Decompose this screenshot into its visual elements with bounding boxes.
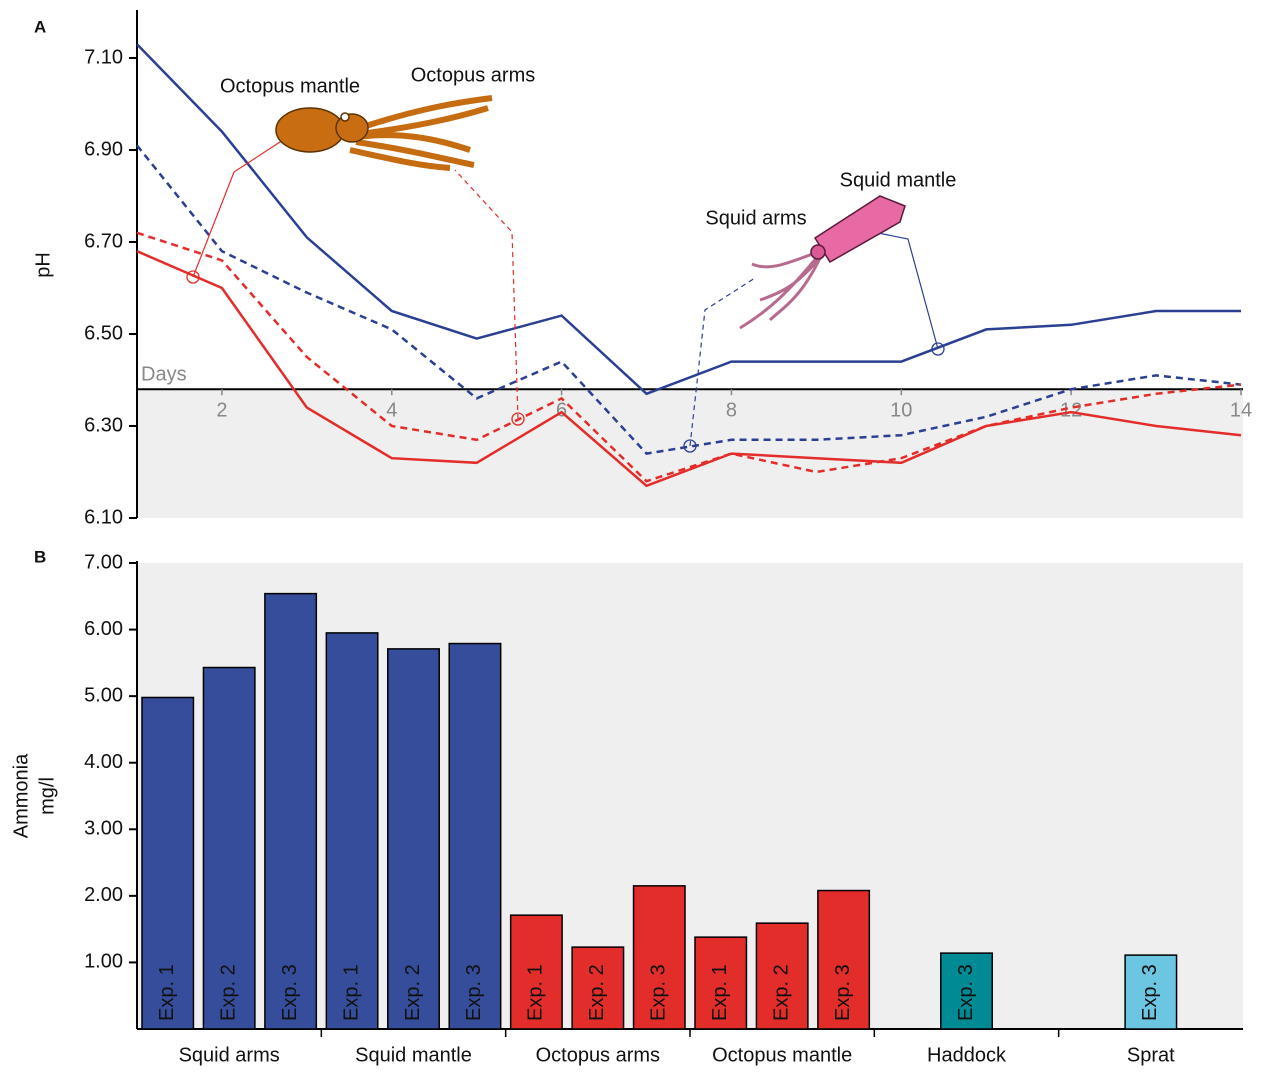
annotation-marker bbox=[186, 270, 200, 284]
x-tick-label: 14 bbox=[1230, 399, 1252, 421]
x-tick-label: Octopus arms bbox=[536, 1044, 660, 1066]
squid-drawing bbox=[739, 195, 906, 330]
bar-label: Exp. 3 bbox=[463, 964, 485, 1021]
annotation-marker bbox=[511, 412, 525, 426]
bar-label: Exp. 3 bbox=[832, 964, 854, 1021]
y-tick-label: 6.00 bbox=[84, 618, 123, 640]
y-tick-label: 6.50 bbox=[84, 322, 123, 344]
annotation-marker bbox=[683, 439, 697, 453]
y-tick-label: 7.00 bbox=[84, 551, 123, 573]
bar bbox=[571, 946, 625, 1030]
bar-label: Exp. 1 bbox=[709, 964, 731, 1021]
bar bbox=[632, 885, 686, 1030]
bar bbox=[448, 642, 502, 1030]
bar bbox=[141, 696, 195, 1030]
y-tick-label: 6.10 bbox=[84, 506, 123, 528]
panel-label: A bbox=[34, 17, 46, 36]
x-tick-label: 4 bbox=[386, 399, 397, 421]
y-axis-label: pH bbox=[32, 252, 54, 278]
bar-label: Exp. 2 bbox=[586, 964, 608, 1021]
x-tick-label: Haddock bbox=[927, 1044, 1007, 1066]
bar bbox=[264, 592, 318, 1030]
y-tick-label: 7.10 bbox=[84, 46, 123, 68]
bar bbox=[325, 632, 379, 1030]
bar-label: Exp. 3 bbox=[1139, 964, 1161, 1021]
x-tick-label: 2 bbox=[216, 399, 227, 421]
shaded-area bbox=[137, 389, 1243, 518]
series-line bbox=[136, 250, 1242, 488]
series-annotation: Octopus mantle bbox=[220, 75, 360, 97]
series-annotation: Octopus arms bbox=[411, 64, 535, 86]
y-tick-label: 4.00 bbox=[84, 751, 123, 773]
x-tick-label: 6 bbox=[556, 399, 567, 421]
annotation-leader bbox=[689, 277, 756, 447]
bar bbox=[1124, 954, 1178, 1030]
illustrations bbox=[275, 95, 906, 330]
annotation-leader bbox=[192, 139, 284, 278]
x-tick-label: Squid arms bbox=[179, 1044, 280, 1066]
y-axis-unit: mg/l bbox=[36, 777, 58, 815]
annotation-marker bbox=[931, 342, 945, 356]
bar-label: Exp. 1 bbox=[340, 964, 362, 1021]
bar-label: Exp. 2 bbox=[217, 964, 239, 1021]
y-tick-label: 6.90 bbox=[84, 138, 123, 160]
x-tick-label: Sprat bbox=[1127, 1044, 1175, 1066]
x-tick-label: Squid mantle bbox=[355, 1044, 472, 1066]
x-tick-label: 12 bbox=[1060, 399, 1082, 421]
bar-label: Exp. 1 bbox=[156, 964, 178, 1021]
bar bbox=[755, 922, 809, 1030]
series-annotation: Squid arms bbox=[705, 207, 806, 229]
annotation-leader bbox=[454, 169, 519, 420]
x-tick-label: 8 bbox=[726, 399, 737, 421]
y-tick-label: 5.00 bbox=[84, 684, 123, 706]
plot-background bbox=[137, 563, 1243, 1029]
bar bbox=[817, 889, 871, 1030]
series-line bbox=[136, 43, 1241, 396]
bar bbox=[940, 952, 993, 1030]
bar-label: Exp. 2 bbox=[402, 964, 424, 1021]
bar-label: Exp. 2 bbox=[770, 964, 792, 1021]
series-line bbox=[136, 144, 1242, 455]
octopus-drawing bbox=[275, 95, 493, 171]
bar-label: Exp. 3 bbox=[955, 964, 977, 1021]
y-tick-label: 1.00 bbox=[84, 951, 123, 973]
bar-label: Exp. 3 bbox=[648, 964, 670, 1021]
bar bbox=[694, 936, 748, 1030]
bar bbox=[509, 914, 563, 1030]
x-axis-label: Days bbox=[141, 363, 187, 385]
y-tick-label: 6.30 bbox=[84, 414, 123, 436]
y-tick-label: 6.70 bbox=[84, 230, 123, 252]
bar-label: Exp. 1 bbox=[525, 964, 547, 1021]
bar bbox=[202, 666, 256, 1030]
panel-label: B bbox=[34, 547, 46, 566]
y-tick-label: 3.00 bbox=[84, 818, 123, 840]
series-annotation: Squid mantle bbox=[840, 169, 957, 191]
annotation-leader bbox=[877, 232, 939, 350]
x-tick-label: 10 bbox=[890, 399, 912, 421]
x-tick-label: Octopus mantle bbox=[712, 1044, 852, 1066]
y-axis-label: Ammonia bbox=[10, 753, 32, 838]
y-tick-label: 2.00 bbox=[84, 884, 123, 906]
bar bbox=[387, 648, 440, 1030]
bar-label: Exp. 3 bbox=[279, 964, 301, 1021]
